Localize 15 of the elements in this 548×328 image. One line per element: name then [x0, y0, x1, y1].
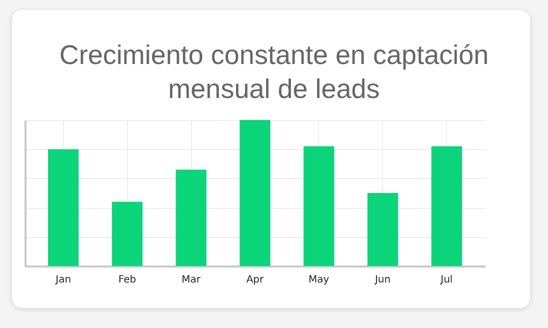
x-tick-label: Mar — [182, 274, 202, 286]
x-tick-label: Apr — [246, 274, 265, 286]
x-tick-label: May — [308, 274, 330, 286]
bar — [304, 146, 334, 266]
bar — [112, 202, 143, 266]
x-tick-label: Jun — [374, 274, 391, 286]
bar — [176, 170, 206, 266]
chart-title: Crecimiento constante en captación mensual de leads — [58, 39, 490, 106]
bar — [48, 149, 79, 266]
x-tick-label: Jan — [54, 274, 72, 286]
x-tick-label: Feb — [118, 274, 136, 286]
bar — [240, 120, 270, 266]
bar — [431, 146, 462, 266]
bar — [367, 193, 398, 266]
x-tick-label: Jul — [440, 274, 453, 286]
